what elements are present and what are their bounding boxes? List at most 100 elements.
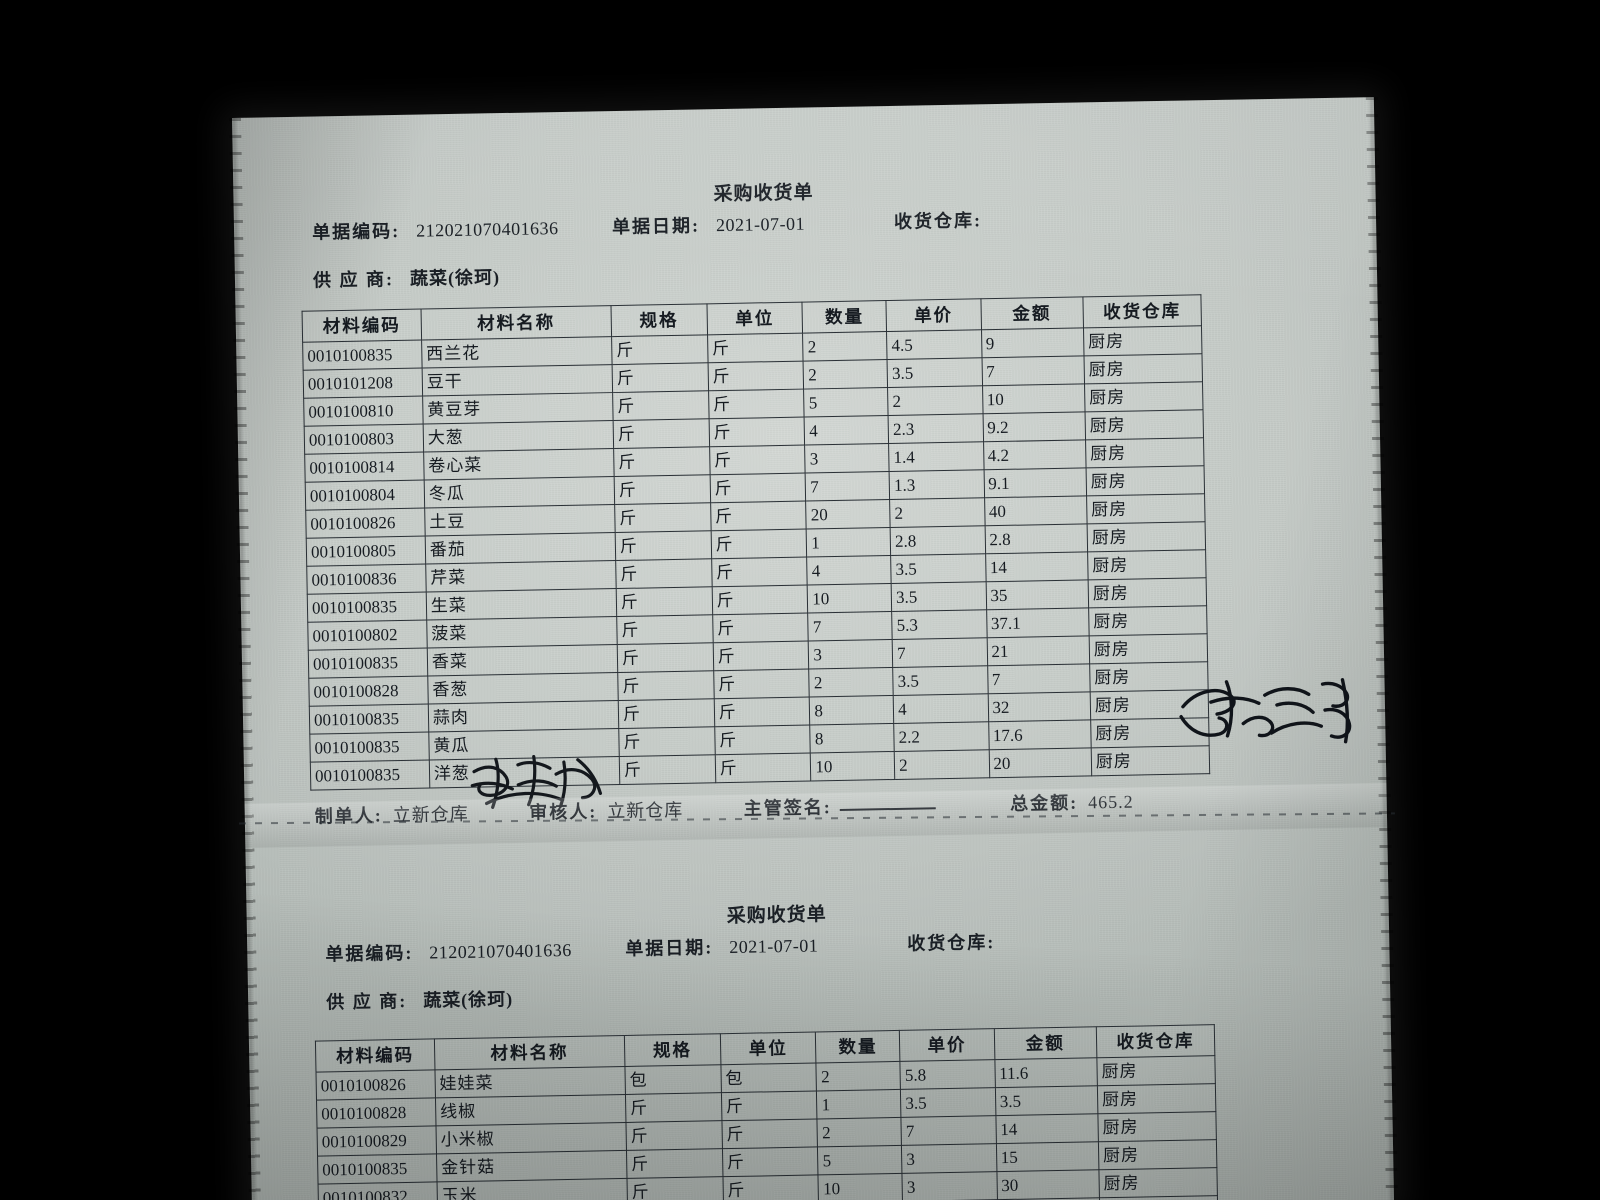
- cell-unit: 斤: [710, 501, 807, 531]
- cell-qty: 4: [807, 555, 892, 586]
- cell-spec: 斤: [615, 558, 712, 589]
- total-label: 总金额:: [1010, 792, 1079, 814]
- cell-qty: 20: [806, 499, 891, 530]
- cell-wh: 厨房: [1097, 1083, 1216, 1114]
- cell-price: 3: [901, 1143, 997, 1174]
- cell-code: 0010101208: [303, 368, 423, 399]
- th-material-code-2: 材料编码: [315, 1038, 435, 1073]
- cell-name: 香菜: [427, 644, 618, 677]
- cell-wh: 厨房: [1098, 1167, 1218, 1198]
- th-amount-2: 金额: [993, 1026, 1097, 1060]
- cell-qty: 7: [805, 471, 890, 502]
- cell-qty: 4: [804, 415, 889, 446]
- cell-wh: 厨房: [1091, 745, 1210, 776]
- field-doc-date: 单据日期: 2021-07-01: [612, 210, 805, 240]
- th-unit-2: 单位: [720, 1031, 817, 1065]
- th-quantity-2: 数量: [815, 1030, 901, 1063]
- cell-price: 2: [887, 385, 983, 416]
- cell-price: 7: [901, 1115, 996, 1146]
- manager-label: 主管签名:: [743, 797, 832, 819]
- cell-price: 3: [902, 1171, 998, 1200]
- cell-wh: 厨房: [1087, 577, 1207, 608]
- cell-amount: 40: [984, 495, 1087, 526]
- cell-spec: 斤: [625, 1092, 722, 1123]
- cell-unit: 斤: [713, 697, 811, 727]
- field-doc-code-2: 单据编码: 212021070401636: [325, 936, 572, 967]
- cell-qty: 1: [806, 527, 891, 558]
- cell-code: 0010100835: [309, 731, 430, 763]
- cell-spec: 斤: [611, 334, 708, 365]
- doc-code-value: 212021070401636: [415, 218, 559, 241]
- cell-spec: 斤: [614, 502, 711, 533]
- materials-table-bottom: 材料编码 材料名称 规格 单位 数量 单价 金额 收货仓库 0010100826…: [314, 1024, 1219, 1200]
- cell-unit: 斤: [721, 1090, 818, 1121]
- supplier-label-2: 供 应 商:: [326, 990, 408, 1013]
- cell-code: 0010100828: [308, 676, 429, 707]
- cell-price: 4.5: [886, 329, 982, 360]
- cell-code: 0010100810: [303, 396, 423, 427]
- cell-code: 0010100835: [307, 592, 427, 623]
- cell-qty: 2: [809, 667, 894, 698]
- cell-wh: 厨房: [1090, 689, 1209, 720]
- cell-name: 大葱: [422, 420, 614, 453]
- cell-spec: 斤: [626, 1148, 723, 1179]
- manager-signature-blank: [839, 807, 936, 811]
- cell-amount: 30: [996, 1169, 1100, 1200]
- cell-name: 洋葱: [429, 756, 620, 788]
- cell-amount: 9.1: [983, 467, 1087, 498]
- cell-price: 4: [893, 693, 989, 724]
- cell-price: 3.5: [891, 581, 987, 612]
- cell-wh: 厨房: [1089, 661, 1209, 692]
- cell-name: 小米椒: [435, 1122, 627, 1154]
- th-amount: 金额: [980, 296, 1084, 330]
- cell-qty: 2: [817, 1117, 902, 1147]
- cell-spec: 斤: [616, 586, 713, 617]
- cell-unit: 斤: [712, 641, 810, 671]
- table-body-top: 0010100835 西兰花斤斤 2 4.5 9 厨房 0010101208 豆干斤斤 2 3.5…: [302, 325, 1210, 791]
- cell-spec: 斤: [613, 446, 710, 477]
- cell-unit: 斤: [713, 669, 810, 699]
- cell-amount: 37.1: [986, 607, 1090, 638]
- cell-amount: 11.6: [994, 1057, 1098, 1088]
- th-quantity: 数量: [802, 300, 887, 334]
- cell-qty: 5: [817, 1145, 903, 1175]
- cell-amount: 14: [995, 1113, 1099, 1144]
- cell-price: 3.5: [892, 665, 988, 696]
- cell-code: 0010100828: [316, 1097, 436, 1129]
- field-warehouse: 收货仓库:: [894, 206, 998, 234]
- cell-code: 0010100804: [305, 480, 425, 511]
- cell-code: 0010100835: [309, 704, 429, 735]
- cell-spec: 包: [624, 1064, 722, 1095]
- th-spec-2: 规格: [624, 1033, 721, 1067]
- cell-name: 娃娃菜: [434, 1066, 626, 1098]
- materials-table-top: 材料编码 材料名称 规格 单位 数量 单价 金额 收货仓库 0010100835…: [301, 294, 1211, 791]
- cell-spec: 斤: [617, 670, 714, 701]
- cell-name: 生菜: [426, 588, 617, 621]
- cell-name: 土豆: [424, 504, 616, 537]
- cell-wh: 厨房: [1085, 437, 1205, 468]
- cell-price: 2.2: [893, 721, 989, 752]
- cell-name: 菠菜: [426, 616, 618, 649]
- cell-code: 0010100832: [318, 1181, 438, 1200]
- doc-date-label: 单据日期:: [611, 215, 701, 238]
- receiving-form-top: 采购收货单 单据编码: 212021070401636 单据日期: 2021-07-…: [232, 123, 1376, 827]
- cell-code: 0010100829: [317, 1125, 437, 1157]
- doc-code-label: 单据编码:: [311, 220, 401, 243]
- cell-spec: 斤: [611, 362, 709, 393]
- th-warehouse: 收货仓库: [1082, 294, 1202, 328]
- cell-amount: 9: [981, 327, 1084, 358]
- cell-wh: 厨房: [1090, 717, 1210, 748]
- cell-code: 0010100802: [307, 620, 428, 651]
- cell-amount: 7: [987, 663, 1091, 694]
- cell-wh: 厨房: [1084, 381, 1204, 412]
- cell-unit: 包: [720, 1062, 817, 1093]
- supplier-value-2: 蔬菜(徐珂): [423, 988, 514, 1011]
- footer-total: 总金额: 465.2: [1010, 788, 1134, 816]
- cell-unit: 斤: [711, 557, 808, 587]
- cell-price: 3.5: [887, 357, 983, 388]
- cell-name: 黄豆芽: [422, 392, 613, 425]
- supplier-label: 供 应 商:: [312, 269, 395, 291]
- cell-price: 1.3: [889, 469, 985, 500]
- cell-spec: 斤: [626, 1176, 724, 1200]
- paper-left-edge: [231, 117, 257, 1200]
